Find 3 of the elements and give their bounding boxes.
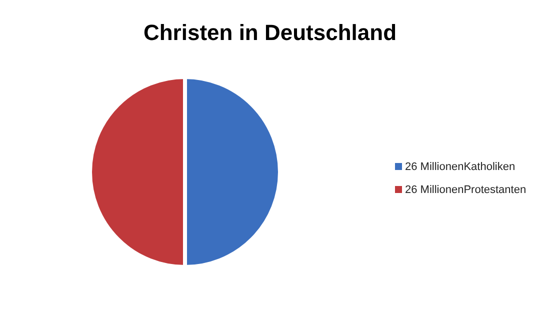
legend-label: 26 MillionenKatholiken: [405, 161, 516, 173]
chart-title: Christen in Deutschland: [143, 20, 397, 45]
legend-label: 26 MillionenProtestanten: [405, 184, 526, 196]
